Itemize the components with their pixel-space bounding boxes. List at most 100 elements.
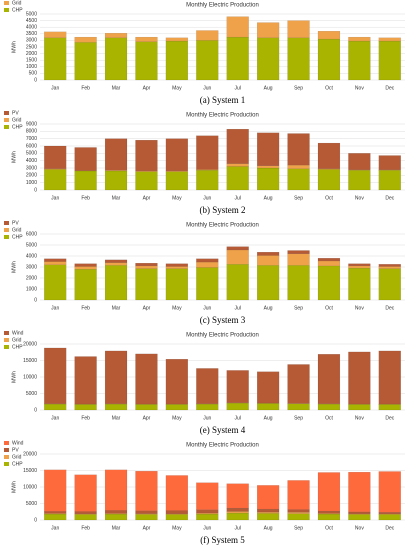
legend-label: PV	[12, 220, 19, 226]
x-tick-label: Jan	[51, 415, 59, 421]
bar-segment	[104, 37, 128, 81]
y-axis-label: MWh	[11, 41, 17, 53]
bar-segment	[135, 36, 158, 42]
bar-segment	[165, 40, 188, 81]
x-tick-label: May	[172, 195, 182, 201]
legend-swatch	[4, 125, 9, 129]
bar-segment	[44, 403, 67, 411]
bar-segment	[196, 482, 219, 510]
bar-segment	[165, 37, 188, 42]
bar-segment	[378, 266, 401, 269]
x-tick-label: Oct	[325, 195, 333, 201]
y-tick-label: 5000	[26, 501, 37, 507]
bar-segment	[135, 171, 158, 191]
x-tick-label: Apr	[143, 305, 151, 311]
y-tick-label: 2000	[26, 51, 37, 57]
bar-segment	[257, 513, 280, 521]
legend-label: CHP	[12, 234, 23, 240]
bar-segment	[165, 404, 188, 411]
bar-segment	[287, 512, 310, 514]
x-tick-label: May	[172, 525, 182, 531]
x-tick-label: Mar	[112, 85, 121, 91]
bar-segment	[317, 260, 341, 267]
bar-segment	[348, 40, 371, 81]
bar-segment	[257, 251, 280, 256]
bar-segment	[378, 514, 401, 521]
legend-label: CHP	[12, 124, 23, 130]
y-tick-label: 1000	[26, 286, 37, 292]
bar-segment	[104, 138, 128, 171]
bar-segment	[287, 250, 310, 254]
bar-segment	[74, 42, 97, 81]
bar-segment	[44, 145, 67, 169]
legend-label: CHP	[12, 344, 23, 350]
x-tick-label: Jan	[51, 305, 59, 311]
bar-segment	[165, 510, 188, 515]
bar-segment	[165, 514, 188, 521]
x-tick-label: Aug	[264, 305, 273, 311]
x-tick-label: May	[172, 305, 182, 311]
y-tick-label: 500	[29, 71, 38, 77]
x-tick-label: May	[172, 415, 182, 421]
x-tick-label: Nov	[355, 85, 364, 91]
x-tick-label: Nov	[355, 195, 364, 201]
y-tick-label: 0	[34, 297, 37, 303]
y-tick-label: 6000	[26, 143, 37, 149]
caption: (c) System 3	[200, 315, 246, 325]
bar-segment	[74, 263, 97, 267]
caption: (b) System 2	[200, 205, 246, 215]
y-tick-label: 5000	[26, 151, 37, 157]
legend-swatch	[4, 235, 9, 239]
bar-segment	[44, 347, 67, 404]
legend-label: Grid	[12, 0, 22, 6]
x-tick-label: Aug	[264, 415, 273, 421]
bar-segment	[135, 404, 158, 411]
x-tick-label: Dec	[385, 525, 394, 531]
legend-swatch	[4, 331, 9, 335]
bar-segment	[165, 138, 188, 172]
bar-segment	[104, 513, 128, 515]
legend-swatch	[4, 118, 9, 122]
x-tick-label: Oct	[325, 85, 333, 91]
legend-label: Grid	[12, 117, 22, 123]
bar-segment	[74, 474, 97, 512]
bar-segment	[196, 261, 219, 268]
bar-segment	[74, 511, 97, 515]
x-tick-label: Feb	[81, 305, 90, 311]
bar-segment	[317, 142, 341, 169]
bar-segment	[257, 22, 280, 38]
y-tick-label: 2000	[26, 275, 37, 281]
bar-segment	[317, 472, 341, 512]
bar-segment	[44, 258, 67, 262]
bar-segment	[165, 475, 188, 511]
bar-segment	[287, 480, 310, 510]
bar-segment	[378, 170, 401, 191]
bar-segment	[257, 511, 280, 514]
bar-segment	[135, 139, 158, 172]
x-tick-label: Jul	[235, 305, 241, 311]
x-tick-label: Jul	[235, 85, 241, 91]
bar-segment	[74, 36, 97, 43]
x-tick-label: Mar	[112, 525, 121, 531]
bar-segment	[104, 262, 128, 266]
bar-segment	[135, 471, 158, 511]
bar-segment	[257, 508, 280, 513]
x-tick-label: Feb	[81, 415, 90, 421]
bar-segment	[226, 166, 249, 191]
x-tick-label: Oct	[325, 415, 333, 421]
x-tick-label: Jun	[203, 415, 211, 421]
bar-segment	[226, 507, 249, 512]
bar-segment	[196, 135, 219, 170]
bar-segment	[196, 170, 219, 191]
x-tick-label: Jul	[235, 195, 241, 201]
x-tick-label: Aug	[264, 525, 273, 531]
bar-segment	[104, 510, 128, 514]
caption: (a) System 1	[200, 95, 246, 105]
bar-segment	[378, 512, 401, 515]
bar-segment	[348, 471, 371, 513]
y-tick-label: 20000	[23, 451, 37, 457]
x-tick-label: Feb	[81, 195, 90, 201]
bar-segment	[257, 132, 280, 166]
legend-swatch	[4, 441, 9, 445]
y-tick-label: 0	[34, 77, 37, 83]
